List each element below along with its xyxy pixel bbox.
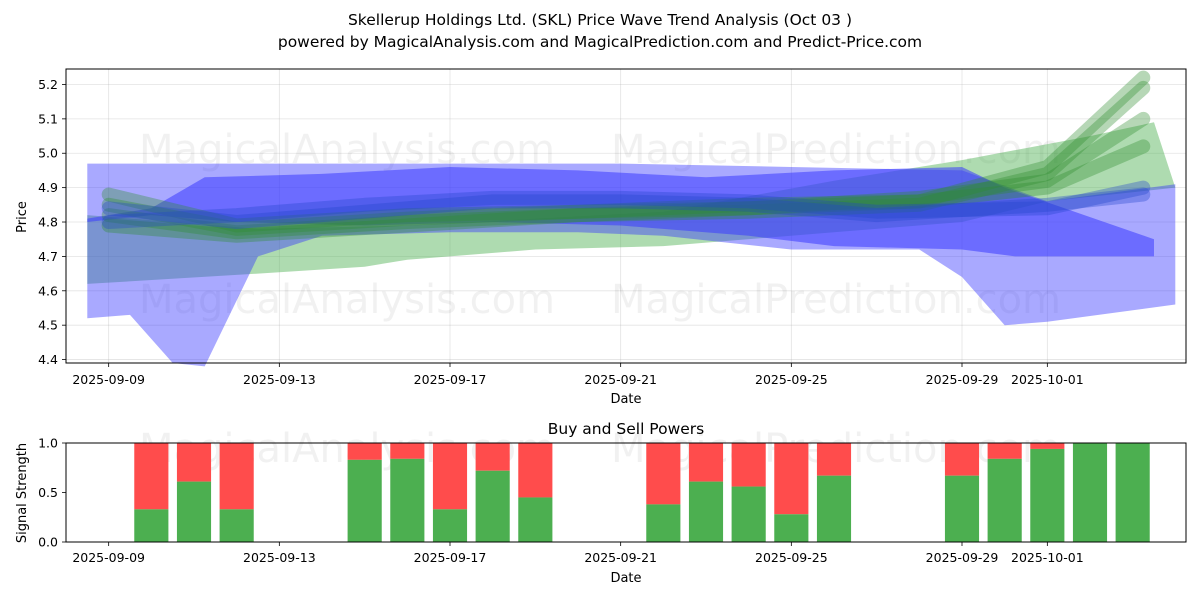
sell-power-bar: [731, 443, 766, 487]
x-tick-label: 2025-09-25: [755, 372, 828, 387]
buy-power-bar: [646, 504, 681, 542]
sell-power-bar: [176, 443, 212, 482]
y-tick-label: 5.1: [38, 111, 58, 126]
blue-mid-band: [87, 167, 1154, 257]
price-plot-watermarks: MagicalAnalysis.com MagicalPrediction.co…: [139, 127, 1061, 323]
sell-power-bar: [1030, 443, 1065, 449]
buy-power-bar: [390, 458, 425, 542]
power-chart-title: Buy and Sell Powers: [548, 420, 705, 438]
buy-power-bar: [944, 475, 980, 542]
power-y-axis-label: Signal Strength: [15, 443, 30, 543]
price-plot-frame: [65, 68, 1187, 364]
buy-power-bar: [347, 459, 382, 542]
price-plot-grid: [66, 69, 1186, 363]
x-tick-label: 2025-09-17: [414, 372, 487, 387]
x-tick-label: 2025-09-09: [72, 372, 145, 387]
x-tick-label: 2025-09-13: [243, 550, 316, 565]
y-tick-label: 4.9: [38, 180, 58, 195]
buy-power-bar: [774, 514, 809, 542]
price-plot-y-ticks: 4.4 4.5 4.6 4.7 4.8 4.9 5.0 5.1 5.2: [38, 77, 66, 367]
buy-power-bar: [219, 509, 254, 542]
watermark-text: MagicalPrediction.com: [611, 127, 1061, 173]
watermark-text: MagicalAnalysis.com: [139, 127, 555, 173]
y-tick-label: 0.5: [38, 485, 58, 500]
sell-power-bar: [390, 443, 425, 459]
y-tick-label: 0.0: [38, 535, 58, 550]
green-trend-1: [101, 139, 1151, 240]
power-plot-bars: [134, 443, 1150, 542]
price-plot-x-ticks: 2025-09-09 2025-09-13 2025-09-17 2025-09-21…: [72, 363, 1084, 387]
x-tick-label: 2025-09-29: [926, 372, 999, 387]
watermark-text: MagicalAnalysis.com: [139, 277, 555, 323]
y-tick-label: 5.0: [38, 146, 58, 161]
buy-power-bar: [1072, 443, 1108, 542]
x-tick-label: 2025-09-17: [414, 550, 487, 565]
x-tick-label: 2025-10-01: [1011, 372, 1084, 387]
y-tick-label: 4.8: [38, 215, 58, 230]
power-plot-y-ticks: 0.0 0.5 1.0: [38, 436, 66, 550]
x-tick-label: 2025-09-21: [584, 550, 657, 565]
buy-power-bar: [134, 509, 169, 542]
sell-power-bar: [816, 443, 852, 476]
blue-trend-1: [101, 180, 1151, 229]
sell-power-bar: [432, 443, 468, 510]
y-tick-label: 5.2: [38, 77, 58, 92]
sell-power-bar: [347, 443, 382, 460]
x-tick-label: 2025-09-25: [755, 550, 828, 565]
sell-power-bar: [219, 443, 254, 510]
x-tick-label: 2025-09-13: [243, 372, 316, 387]
x-tick-label: 2025-09-09: [72, 550, 145, 565]
buy-power-bar: [816, 475, 852, 542]
price-plot-data: [87, 70, 1176, 367]
blue-trend-2: [101, 187, 1151, 229]
buy-power-bar: [1115, 443, 1150, 542]
green-trend-3: [101, 80, 1151, 243]
buy-power-bar: [176, 481, 212, 542]
watermark-text: MagicalPrediction.com: [611, 277, 1061, 323]
buy-power-bar: [987, 458, 1022, 542]
price-x-axis-label: Date: [610, 392, 641, 407]
buy-power-bar: [688, 481, 724, 542]
buy-power-bar: [731, 486, 766, 542]
y-tick-label: 4.6: [38, 283, 58, 298]
buy-power-bar: [1030, 448, 1065, 542]
sell-power-bar: [688, 443, 724, 482]
sell-power-bar: [475, 443, 510, 471]
y-tick-label: 4.5: [38, 318, 58, 333]
power-plot-x-ticks: 2025-09-09 2025-09-13 2025-09-17 2025-09-21…: [72, 542, 1084, 565]
main-chart-title: Skellerup Holdings Ltd. (SKL) Price Wave…: [348, 11, 852, 29]
sell-power-bar: [987, 443, 1022, 459]
buy-power-bar: [475, 470, 510, 542]
sell-power-bar: [646, 443, 681, 505]
green-wide-band: [87, 122, 1176, 284]
sell-power-bar: [774, 443, 809, 515]
sell-power-bar: [134, 443, 169, 510]
x-tick-label: 2025-09-29: [926, 550, 999, 565]
sell-power-bar: [518, 443, 553, 498]
buy-power-bar: [518, 497, 553, 542]
green-trend-4: [101, 70, 1151, 233]
y-tick-label: 1.0: [38, 436, 58, 451]
y-tick-label: 4.7: [38, 249, 58, 264]
x-tick-label: 2025-09-21: [584, 372, 657, 387]
price-y-axis-label: Price: [15, 201, 30, 233]
sell-power-bar: [944, 443, 980, 476]
power-x-axis-label: Date: [610, 571, 641, 586]
green-trend-2: [101, 111, 1151, 236]
main-chart-subtitle: powered by MagicalAnalysis.com and Magic…: [278, 33, 922, 51]
y-tick-label: 4.4: [38, 352, 58, 367]
x-tick-label: 2025-10-01: [1011, 550, 1084, 565]
buy-power-bar: [432, 509, 468, 542]
